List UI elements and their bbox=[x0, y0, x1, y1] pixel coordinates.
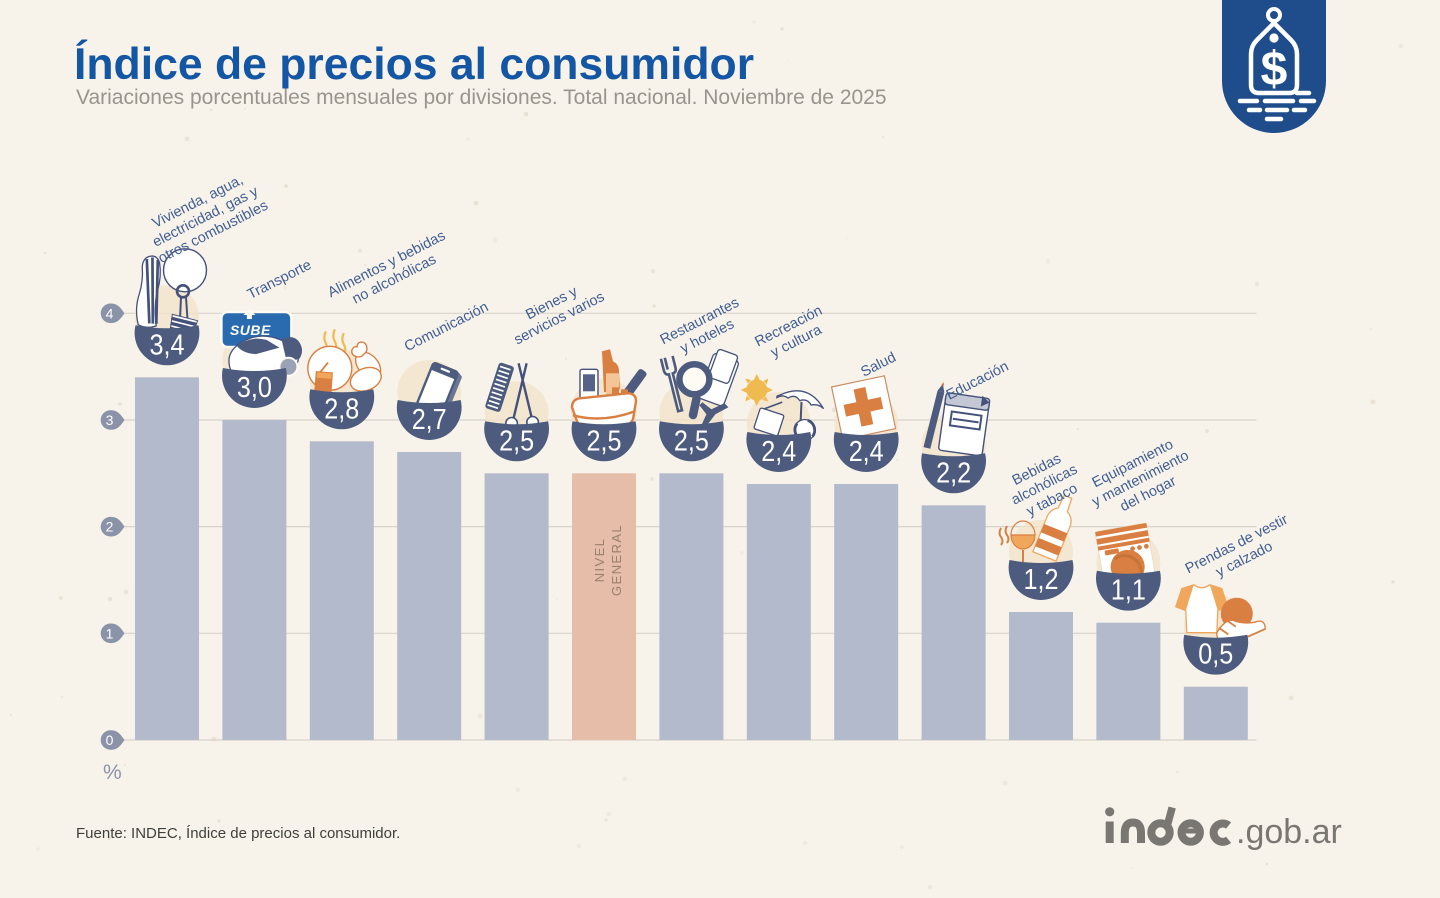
svg-text:2,4: 2,4 bbox=[761, 436, 796, 468]
svg-text:Variaciones porcentuales mensu: Variaciones porcentuales mensuales por d… bbox=[76, 86, 887, 109]
svg-text:4: 4 bbox=[106, 305, 114, 321]
svg-text:.gob.ar: .gob.ar bbox=[1236, 813, 1342, 851]
svg-text:1: 1 bbox=[106, 625, 114, 641]
svg-text:GENERAL: GENERAL bbox=[609, 524, 624, 596]
svg-text:$: $ bbox=[1261, 43, 1288, 96]
svg-text:0,5: 0,5 bbox=[1198, 639, 1233, 671]
svg-text:NIVEL: NIVEL bbox=[592, 538, 607, 583]
svg-text:1,1: 1,1 bbox=[1111, 575, 1146, 607]
svg-text:2,5: 2,5 bbox=[587, 425, 622, 457]
svg-text:3,4: 3,4 bbox=[150, 329, 185, 361]
svg-text:2,5: 2,5 bbox=[674, 425, 709, 457]
svg-text:1,2: 1,2 bbox=[1024, 564, 1059, 596]
svg-text:Fuente: INDEC, Índice de preci: Fuente: INDEC, Índice de precios al cons… bbox=[76, 825, 400, 842]
svg-text:%: % bbox=[103, 761, 122, 784]
svg-text:2,8: 2,8 bbox=[324, 393, 359, 425]
svg-text:3: 3 bbox=[106, 412, 114, 428]
svg-text:2: 2 bbox=[106, 519, 114, 535]
svg-text:Índice de precios al consumido: Índice de precios al consumidor bbox=[74, 39, 754, 89]
svg-text:2,5: 2,5 bbox=[499, 425, 534, 457]
svg-text:2,7: 2,7 bbox=[412, 404, 447, 436]
svg-text:0: 0 bbox=[106, 732, 114, 748]
svg-text:3,0: 3,0 bbox=[237, 372, 272, 404]
svg-text:2,2: 2,2 bbox=[936, 457, 971, 489]
svg-text:SUBE: SUBE bbox=[230, 322, 271, 338]
svg-text:2,4: 2,4 bbox=[849, 436, 884, 468]
